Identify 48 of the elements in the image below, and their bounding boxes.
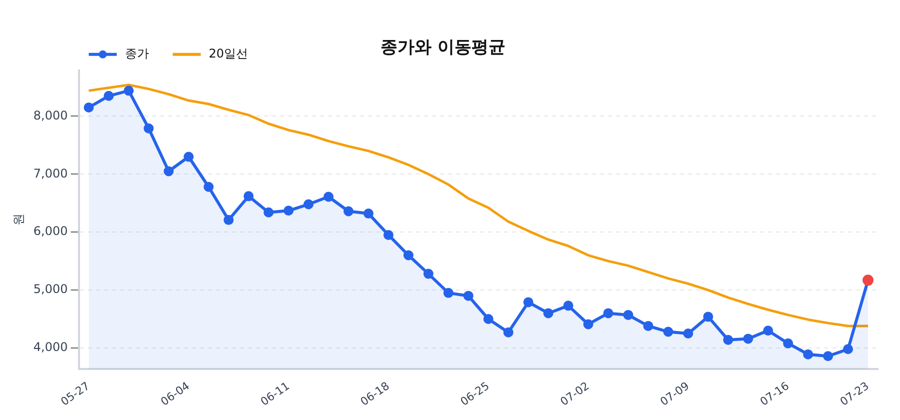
point xyxy=(663,326,674,337)
legend-label: 20일선 xyxy=(208,46,248,61)
point xyxy=(763,326,774,336)
point xyxy=(703,312,714,322)
point xyxy=(403,250,414,260)
legend-label: 종가 xyxy=(124,46,149,61)
point xyxy=(204,182,214,192)
point xyxy=(104,90,114,101)
point xyxy=(743,334,754,344)
point xyxy=(423,268,434,279)
y-tick-label: 8,000 xyxy=(33,108,68,122)
point xyxy=(543,308,554,318)
point xyxy=(383,230,394,240)
point xyxy=(124,86,134,96)
y-tick-label: 4,000 xyxy=(33,340,68,354)
point xyxy=(304,199,314,210)
point xyxy=(244,191,254,202)
point xyxy=(783,338,794,348)
point xyxy=(264,207,274,218)
point xyxy=(623,310,634,320)
point xyxy=(683,328,694,339)
point xyxy=(344,206,354,216)
chart-title: 종가와 이동평균 xyxy=(380,38,506,58)
y-tick-label: 6,000 xyxy=(33,224,68,238)
point xyxy=(563,300,574,311)
point xyxy=(643,320,654,331)
point xyxy=(843,344,854,354)
point xyxy=(144,123,154,134)
point xyxy=(523,297,534,308)
point xyxy=(603,308,614,318)
point xyxy=(84,102,94,112)
point xyxy=(324,192,334,202)
point xyxy=(723,334,734,345)
point xyxy=(463,290,474,301)
point xyxy=(443,288,454,298)
point xyxy=(184,152,194,162)
point xyxy=(803,349,814,360)
point xyxy=(224,214,234,225)
y-tick-label: 7,000 xyxy=(33,166,68,180)
point xyxy=(284,206,294,216)
point xyxy=(164,166,174,176)
point xyxy=(363,208,374,219)
y-tick-label: 5,000 xyxy=(33,282,68,296)
point xyxy=(483,314,494,324)
point xyxy=(503,327,514,338)
point xyxy=(823,351,834,362)
y-axis-title: 원 xyxy=(11,214,26,226)
point xyxy=(583,319,594,330)
